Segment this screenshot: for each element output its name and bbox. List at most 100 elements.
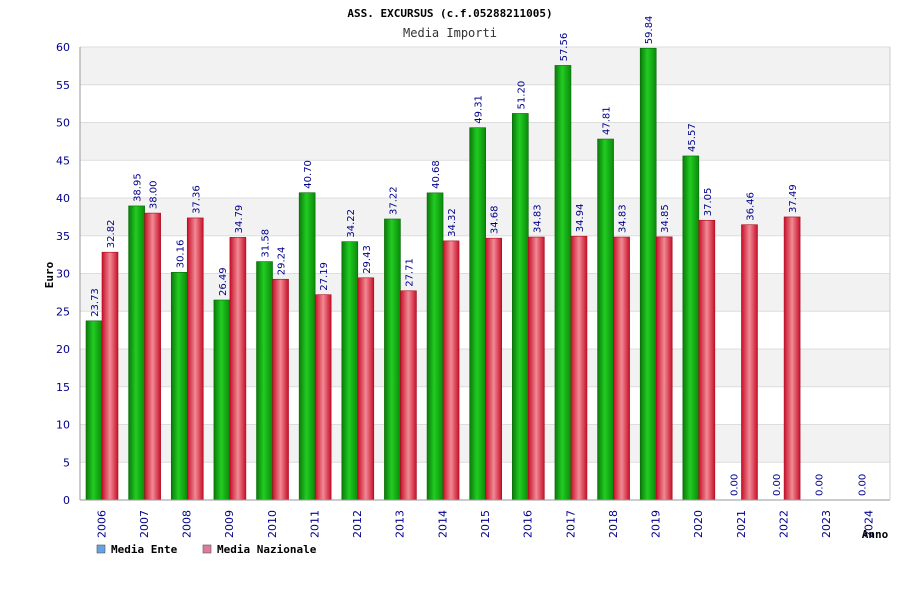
data-label: 31.58 xyxy=(261,229,272,258)
data-label: 40.70 xyxy=(303,160,314,189)
bar-media-ente xyxy=(128,205,145,501)
x-tick-label: 2016 xyxy=(522,510,535,538)
bar-media-nazionale xyxy=(655,236,673,501)
plot-band xyxy=(80,47,890,85)
data-label: 49.31 xyxy=(474,95,485,124)
x-tick-labels: 2006 2007 2008 2009 2010 2011 2012 2013 2014 2015… xyxy=(95,510,875,538)
data-label: 27.19 xyxy=(319,262,330,291)
y-tick-label: 0 xyxy=(63,494,70,507)
legend-label-media-nazionale: Media Nazionale xyxy=(217,543,317,556)
data-label: 34.83 xyxy=(618,204,629,233)
bar-media-nazionale xyxy=(101,251,119,501)
data-label: 27.71 xyxy=(404,258,415,287)
bar-media-nazionale xyxy=(698,219,716,501)
x-tick-label: 2020 xyxy=(692,510,705,538)
x-tick-label: 2008 xyxy=(181,510,194,538)
x-tick-label: 2011 xyxy=(308,510,321,538)
legend-swatch-media-ente xyxy=(96,544,106,554)
y-tick-label: 10 xyxy=(56,419,70,432)
y-tick-label: 45 xyxy=(56,154,70,167)
data-label: 38.00 xyxy=(149,180,160,209)
legend-swatch-media-nazionale xyxy=(202,544,212,554)
bar-media-nazionale xyxy=(186,217,204,501)
data-label: 37.49 xyxy=(788,184,799,213)
x-tick-label: 2007 xyxy=(138,510,151,538)
y-axis-label: Euro xyxy=(43,261,56,288)
bar-media-ente xyxy=(341,241,359,501)
data-label: 29.24 xyxy=(277,247,288,276)
data-label: 26.49 xyxy=(218,267,229,296)
y-tick-label: 25 xyxy=(56,305,70,318)
data-label: 0.00 xyxy=(815,474,826,496)
bar-media-ente xyxy=(256,261,273,501)
bar-media-ente xyxy=(426,192,444,501)
x-tick-label: 2009 xyxy=(223,510,236,538)
bar-media-nazionale xyxy=(741,224,758,501)
bar-media-nazionale xyxy=(528,236,545,501)
data-label: 40.68 xyxy=(431,160,442,189)
x-tick-label: 2021 xyxy=(735,510,748,538)
x-tick-label: 2014 xyxy=(436,510,449,538)
x-tick-label: 2012 xyxy=(351,510,364,538)
data-label: 0.00 xyxy=(729,474,740,496)
x-tick-label: 2015 xyxy=(479,510,492,538)
bars xyxy=(85,47,801,501)
plot-band xyxy=(80,84,890,123)
bar-media-ente xyxy=(469,127,486,501)
bar-media-ente xyxy=(682,155,700,501)
y-tick-label: 50 xyxy=(56,117,70,130)
y-tick-label: 30 xyxy=(56,268,70,281)
y-tick-label: 15 xyxy=(56,381,70,394)
x-axis-label: Anno xyxy=(862,528,889,541)
data-label: 37.36 xyxy=(191,185,202,214)
bar-media-nazionale xyxy=(357,277,375,501)
y-tick-label: 60 xyxy=(56,41,70,54)
x-tick-label: 2024 xyxy=(863,510,876,538)
x-tick-label: 2023 xyxy=(820,510,833,538)
data-label: 45.57 xyxy=(687,123,698,152)
data-label: 34.94 xyxy=(575,204,586,233)
bar-media-nazionale xyxy=(613,236,630,501)
x-tick-label: 2006 xyxy=(95,510,108,538)
data-label: 37.05 xyxy=(703,188,714,217)
chart-subtitle: Media Importi xyxy=(403,26,497,40)
data-label: 29.43 xyxy=(362,245,373,274)
bar-media-nazionale xyxy=(144,212,161,501)
y-tick-label: 40 xyxy=(56,192,70,205)
data-label: 59.84 xyxy=(644,16,655,45)
x-tick-label: 2018 xyxy=(607,510,620,538)
chart-title: ASS. EXCURSUS (c.f.05288211005) xyxy=(347,7,552,20)
bar-media-ente xyxy=(298,192,316,501)
data-label: 34.22 xyxy=(346,209,357,238)
data-label: 47.81 xyxy=(602,106,613,135)
bar-media-nazionale xyxy=(783,216,801,501)
data-label: 34.32 xyxy=(447,208,458,237)
bar-media-ente xyxy=(512,113,529,501)
x-tick-label: 2013 xyxy=(394,510,407,538)
data-label: 32.82 xyxy=(106,220,117,249)
y-tick-label: 35 xyxy=(56,230,70,243)
data-label: 57.56 xyxy=(559,33,570,62)
y-tick-labels: 0 5 10 15 20 25 30 35 40 45 50 55 60 xyxy=(56,41,70,507)
bar-media-nazionale xyxy=(400,290,417,501)
bar-media-ente xyxy=(554,65,572,501)
bar-media-nazionale xyxy=(272,278,289,501)
bar-media-ente xyxy=(170,271,188,501)
bar-media-ente xyxy=(213,299,231,501)
data-label: 0.00 xyxy=(857,474,868,496)
axes xyxy=(79,47,891,501)
data-label: 51.20 xyxy=(516,81,527,110)
x-tick-label: 2019 xyxy=(650,510,663,538)
x-tick-label: 2022 xyxy=(777,510,790,538)
y-tick-label: 5 xyxy=(63,456,70,469)
data-label: 36.46 xyxy=(745,192,756,221)
bar-media-ente xyxy=(597,138,614,501)
bar-media-ente xyxy=(639,47,657,501)
y-tick-label: 20 xyxy=(56,343,70,356)
bar-media-nazionale xyxy=(229,237,247,501)
data-label: 34.79 xyxy=(234,205,245,234)
data-label: 30.16 xyxy=(175,240,186,269)
bar-media-ente xyxy=(384,218,401,501)
data-label: 23.73 xyxy=(90,288,101,317)
